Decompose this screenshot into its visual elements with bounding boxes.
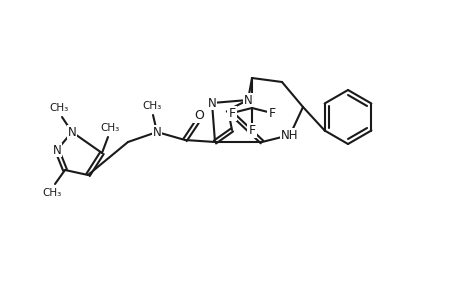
Text: N: N — [207, 97, 216, 110]
Text: CH₃: CH₃ — [100, 123, 119, 133]
Text: N: N — [52, 143, 61, 157]
Text: F: F — [228, 106, 235, 119]
Text: N: N — [152, 125, 161, 139]
Text: F: F — [268, 106, 275, 119]
Text: N: N — [67, 125, 76, 139]
Text: N: N — [243, 94, 252, 106]
Text: O: O — [194, 109, 203, 122]
Text: F: F — [248, 124, 255, 136]
Text: CH₃: CH₃ — [142, 101, 161, 111]
Text: CH₃: CH₃ — [49, 103, 68, 113]
Text: NH: NH — [280, 128, 298, 142]
Text: CH₃: CH₃ — [42, 188, 62, 198]
